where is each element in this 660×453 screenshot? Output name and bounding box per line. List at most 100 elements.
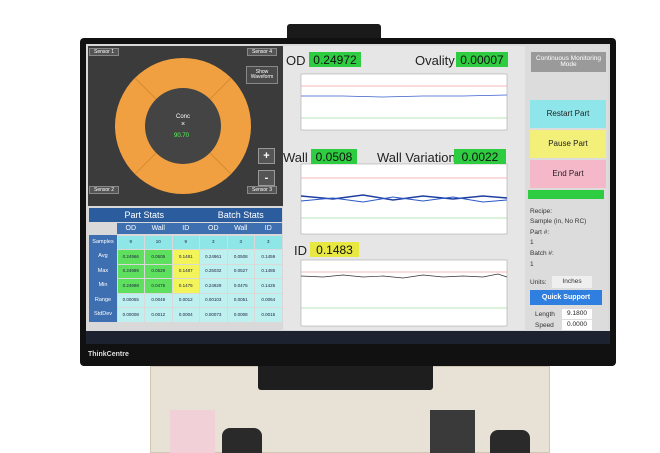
- speed-value: 0.0000: [562, 320, 592, 330]
- length-value: 9.1800: [562, 309, 592, 319]
- waveforms: [300, 73, 508, 327]
- taskbar: [86, 331, 610, 344]
- table-cell: 0.00103: [200, 293, 227, 307]
- wall-label: Wall: [283, 150, 308, 165]
- table-cell: 0.0008: [227, 308, 254, 322]
- inner-circle: [145, 88, 221, 164]
- table-cell: 0.25032: [200, 264, 227, 278]
- id-value: 0.1483: [310, 242, 359, 257]
- table-cell: 0.24966: [117, 250, 144, 264]
- table-cell: 0.00073: [200, 308, 227, 322]
- device-part: [430, 410, 475, 453]
- row-header: Range: [89, 293, 117, 308]
- batch-value: 1: [530, 261, 534, 268]
- table-cell: 3: [227, 235, 254, 249]
- table-cell: 0.0475: [227, 279, 254, 293]
- plot-area: [300, 259, 508, 327]
- pause-button[interactable]: Pause Part: [530, 130, 606, 158]
- row-header: Samples: [89, 235, 117, 250]
- waveform: [300, 196, 508, 203]
- id-label: ID: [294, 243, 307, 258]
- brand: ThinkCentre: [88, 351, 129, 358]
- table-cell: 0.24998: [117, 279, 144, 293]
- units-value: Inches: [552, 276, 592, 288]
- part-label: Part #:: [530, 229, 550, 236]
- row-header: Max: [89, 264, 117, 279]
- waveform: [301, 94, 508, 98]
- table-cell: 0.0475: [145, 279, 172, 293]
- table-cell: 0.0505: [145, 250, 172, 264]
- ovality-value: 0.00007: [456, 52, 508, 67]
- monitor-stand: [258, 362, 433, 390]
- box-graphic: [170, 410, 215, 453]
- table-cell: 0.0004: [172, 308, 199, 322]
- table-title: Batch Stats: [199, 208, 282, 222]
- table-cell: 0.1485: [255, 264, 282, 278]
- restart-button[interactable]: Restart Part: [530, 100, 606, 128]
- column-header: OD: [117, 223, 145, 234]
- table-cell: 0.24929: [200, 279, 227, 293]
- table-cell: 9: [172, 235, 199, 249]
- table-cell: 0.0012: [172, 293, 199, 307]
- table-cell: 0.0015: [255, 308, 282, 322]
- table-cell: 0.0049: [145, 293, 172, 307]
- recipe-value: Sample (in, No RC): [530, 218, 587, 225]
- table-cell: 3: [255, 235, 282, 249]
- table-cell: 0.1475: [172, 279, 199, 293]
- column-header: OD: [199, 223, 227, 234]
- table-cell: 9: [117, 235, 144, 249]
- table-cell: 0.1487: [172, 264, 199, 278]
- status-bar: [528, 190, 604, 199]
- batch-label: Batch #:: [530, 250, 554, 257]
- table-cell: 0.0529: [145, 264, 172, 278]
- table-title: Part Stats: [89, 208, 200, 222]
- row-header: Min: [89, 278, 117, 293]
- table-cell: 3: [200, 235, 227, 249]
- units-label: Units:: [530, 279, 547, 286]
- sensor-button[interactable]: Sensor 3: [247, 186, 277, 194]
- table-cell: 0.1425: [255, 279, 282, 293]
- row-header: Avg: [89, 249, 117, 264]
- table-cell: 0.0051: [227, 293, 254, 307]
- table-cell: 0.24961: [200, 250, 227, 264]
- table-cell: 0.1481: [172, 250, 199, 264]
- mode-indicator: Continuous Monitoring Mode: [531, 52, 606, 72]
- concentricity-gauge: ×: [115, 58, 251, 194]
- conc-label: Conc: [176, 114, 191, 120]
- column-header: Wall: [144, 223, 172, 234]
- speed-label: Speed: [535, 322, 554, 329]
- table-cell: 0.00055: [117, 293, 144, 307]
- od-label: OD: [286, 53, 306, 68]
- table-cell: 0.1459: [255, 250, 282, 264]
- table-cell: 10: [145, 235, 172, 249]
- ovality-label: Ovality: [415, 53, 455, 68]
- sensor-button[interactable]: Sensor 1: [89, 48, 119, 56]
- wall-variation-value: 0.0022: [454, 149, 506, 164]
- table-cell: 0.0012: [145, 308, 172, 322]
- zoom-button[interactable]: -: [258, 170, 275, 186]
- webcam: [287, 24, 381, 42]
- wall-value: 0.0508: [311, 149, 357, 164]
- od-value: 0.24972: [309, 52, 361, 67]
- table-cell: 0.0508: [227, 250, 254, 264]
- support-button[interactable]: Quick Support: [530, 290, 602, 305]
- zoom-button[interactable]: +: [258, 148, 275, 164]
- waveform-button[interactable]: Show Waveform: [246, 66, 278, 84]
- waveform: [300, 273, 508, 279]
- column-header: Wall: [227, 223, 255, 234]
- part-value: 1: [530, 239, 534, 246]
- conc-value: 90.70: [174, 133, 190, 139]
- length-label: Length: [535, 311, 555, 318]
- table-cell: 0.24989: [117, 264, 144, 278]
- end-button[interactable]: End Part: [530, 160, 606, 188]
- wall-variation-label: Wall Variation: [377, 150, 456, 165]
- sensor-button[interactable]: Sensor 2: [89, 186, 119, 194]
- device-part: [490, 430, 530, 453]
- table-cell: 0.00008: [117, 308, 144, 322]
- sensor-button[interactable]: Sensor 4: [247, 48, 277, 56]
- plot-area: [300, 73, 508, 131]
- table-cell: 0.0527: [227, 264, 254, 278]
- row-header: StdDev: [89, 307, 117, 322]
- center-mark: ×: [181, 121, 185, 128]
- device-part: [222, 428, 262, 453]
